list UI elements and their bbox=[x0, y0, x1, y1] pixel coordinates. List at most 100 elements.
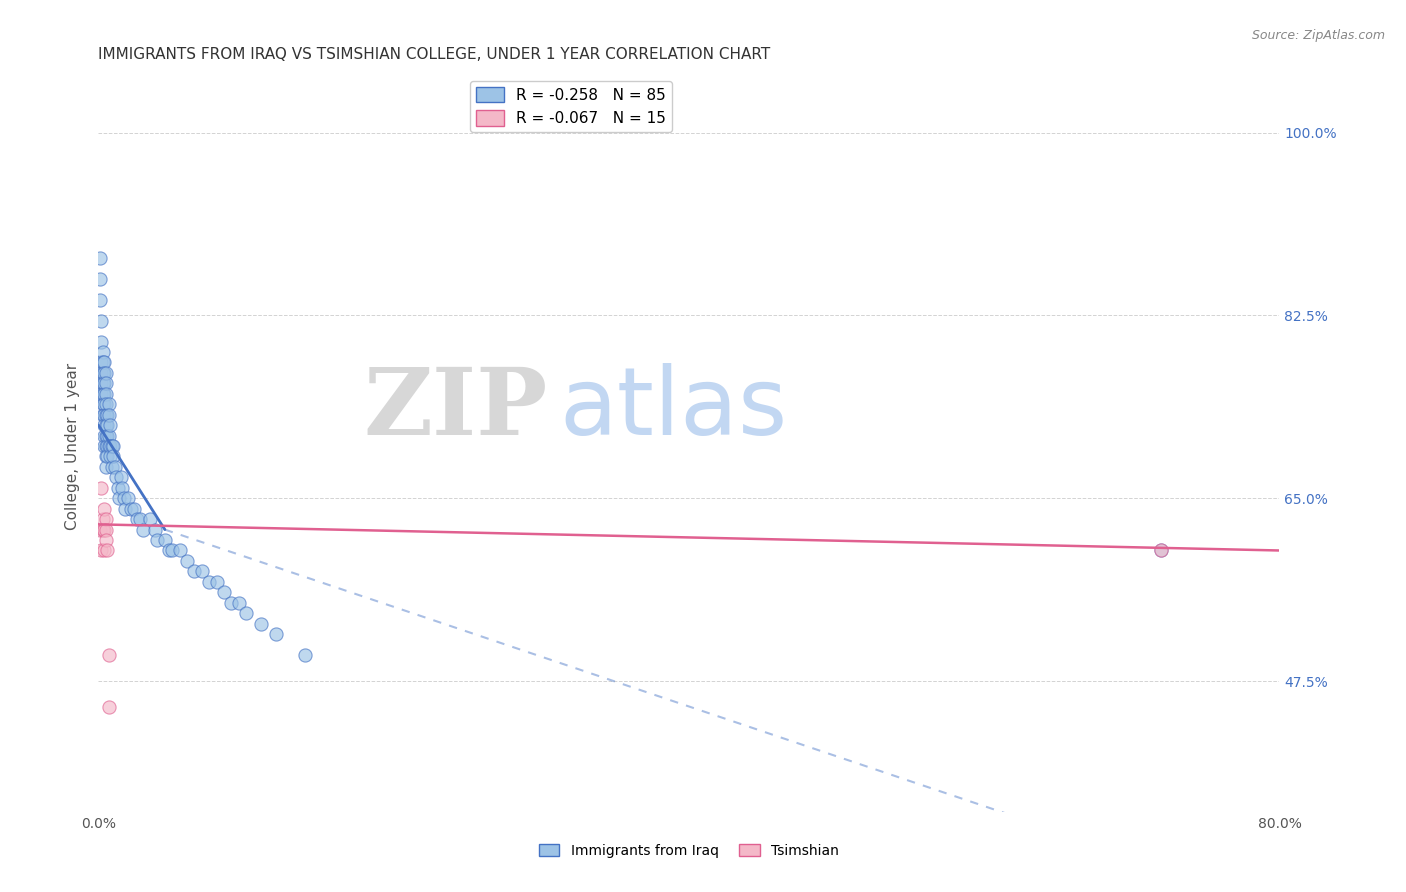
Point bbox=[94, 459, 117, 474]
Point bbox=[94, 428, 117, 442]
Point bbox=[93, 418, 115, 433]
Point bbox=[93, 439, 115, 453]
Point bbox=[91, 523, 114, 537]
Point bbox=[97, 397, 120, 411]
Point bbox=[205, 574, 228, 589]
Point bbox=[162, 543, 183, 558]
Point bbox=[114, 501, 136, 516]
Point bbox=[100, 439, 122, 453]
Point bbox=[132, 523, 155, 537]
Point bbox=[98, 450, 121, 464]
Point bbox=[120, 501, 142, 516]
Point bbox=[94, 523, 117, 537]
Point bbox=[191, 565, 214, 579]
Point bbox=[90, 355, 112, 369]
Point bbox=[91, 512, 114, 526]
Point bbox=[94, 533, 117, 547]
Point bbox=[122, 501, 145, 516]
Point bbox=[90, 334, 112, 349]
Point bbox=[228, 596, 250, 610]
Point bbox=[93, 428, 115, 442]
Point bbox=[94, 386, 117, 401]
Point bbox=[98, 439, 121, 453]
Point bbox=[97, 428, 120, 442]
Point bbox=[96, 450, 118, 464]
Point bbox=[96, 439, 118, 453]
Point bbox=[128, 512, 150, 526]
Point bbox=[125, 512, 148, 526]
Point bbox=[93, 397, 115, 411]
Point bbox=[91, 345, 114, 359]
Point bbox=[91, 366, 114, 380]
Point bbox=[93, 355, 115, 369]
Point bbox=[111, 481, 134, 495]
Point bbox=[94, 397, 117, 411]
Point bbox=[94, 418, 117, 433]
Point bbox=[176, 554, 198, 568]
Point bbox=[105, 470, 128, 484]
Point bbox=[93, 501, 115, 516]
Point bbox=[103, 439, 125, 453]
Y-axis label: College, Under 1 year: College, Under 1 year bbox=[65, 362, 80, 530]
Point bbox=[108, 491, 131, 506]
Point bbox=[90, 481, 112, 495]
Point bbox=[97, 648, 120, 662]
Point bbox=[146, 533, 169, 547]
Point bbox=[169, 543, 191, 558]
Point bbox=[94, 512, 117, 526]
Point bbox=[94, 408, 117, 422]
Text: ZIP: ZIP bbox=[363, 365, 547, 454]
Point bbox=[89, 251, 111, 265]
Point bbox=[89, 523, 111, 537]
Point bbox=[1150, 543, 1173, 558]
Point bbox=[91, 376, 114, 391]
Point bbox=[96, 408, 118, 422]
Point bbox=[96, 543, 118, 558]
Point bbox=[93, 366, 115, 380]
Point bbox=[90, 376, 112, 391]
Point bbox=[107, 481, 129, 495]
Text: IMMIGRANTS FROM IRAQ VS TSIMSHIAN COLLEGE, UNDER 1 YEAR CORRELATION CHART: IMMIGRANTS FROM IRAQ VS TSIMSHIAN COLLEG… bbox=[98, 47, 770, 62]
Point bbox=[221, 596, 243, 610]
Point bbox=[1150, 543, 1173, 558]
Point bbox=[93, 386, 115, 401]
Point bbox=[157, 543, 180, 558]
Text: atlas: atlas bbox=[560, 363, 787, 456]
Point bbox=[97, 439, 120, 453]
Point bbox=[96, 418, 118, 433]
Point bbox=[235, 606, 257, 620]
Point bbox=[94, 450, 117, 464]
Point bbox=[90, 313, 112, 327]
Point bbox=[91, 355, 114, 369]
Point bbox=[143, 523, 166, 537]
Point bbox=[94, 366, 117, 380]
Point bbox=[96, 428, 118, 442]
Point bbox=[117, 491, 139, 506]
Point bbox=[100, 459, 122, 474]
Point bbox=[212, 585, 235, 599]
Point bbox=[93, 523, 115, 537]
Point bbox=[103, 450, 125, 464]
Point bbox=[90, 366, 112, 380]
Point bbox=[89, 293, 111, 307]
Point bbox=[91, 408, 114, 422]
Point bbox=[90, 386, 112, 401]
Point bbox=[294, 648, 316, 662]
Point bbox=[97, 408, 120, 422]
Point bbox=[250, 616, 273, 631]
Point bbox=[98, 418, 121, 433]
Point bbox=[93, 408, 115, 422]
Legend: Immigrants from Iraq, Tsimshian: Immigrants from Iraq, Tsimshian bbox=[533, 838, 845, 863]
Point bbox=[91, 386, 114, 401]
Text: Source: ZipAtlas.com: Source: ZipAtlas.com bbox=[1251, 29, 1385, 42]
Point bbox=[104, 459, 127, 474]
Point bbox=[93, 376, 115, 391]
Point bbox=[183, 565, 205, 579]
Point bbox=[91, 397, 114, 411]
Point bbox=[94, 376, 117, 391]
Point bbox=[89, 272, 111, 286]
Point bbox=[264, 627, 287, 641]
Point bbox=[110, 470, 132, 484]
Point bbox=[153, 533, 176, 547]
Point bbox=[97, 700, 120, 714]
